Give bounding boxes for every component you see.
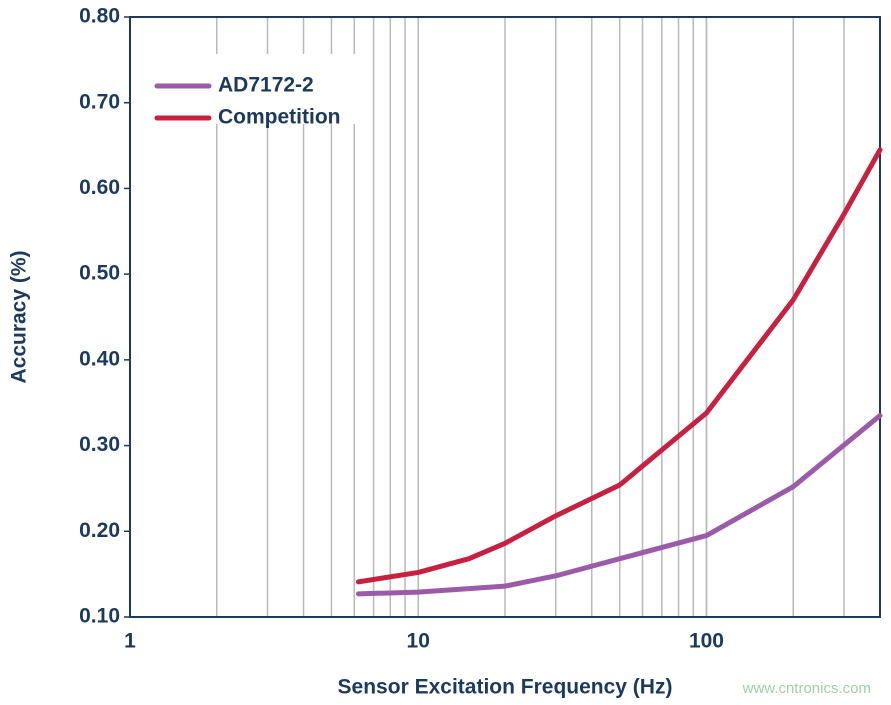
x-axis-title: Sensor Excitation Frequency (Hz) xyxy=(338,676,673,699)
legend-label: Competition xyxy=(218,106,340,129)
line-series xyxy=(355,147,883,585)
y-tick-label: 0.70 xyxy=(79,90,120,113)
x-tick-label: 1 xyxy=(124,630,136,653)
y-tick-label: 0.40 xyxy=(79,347,120,370)
watermark: www.cntronics.com xyxy=(742,680,871,697)
x-tick-label: 100 xyxy=(689,630,724,653)
y-tick-label: 0.60 xyxy=(79,176,120,199)
y-tick-label: 0.80 xyxy=(79,5,120,28)
x-tick-label: 10 xyxy=(407,630,430,653)
y-tick-label: 0.20 xyxy=(79,519,120,542)
line-series xyxy=(355,413,883,597)
legend-label: AD7172-2 xyxy=(218,74,314,97)
y-tick-label: 0.30 xyxy=(79,433,120,456)
y-tick-label: 0.50 xyxy=(79,262,120,285)
y-axis-title: Accuracy (%) xyxy=(8,250,31,383)
plot-frame xyxy=(129,16,881,618)
legend-box xyxy=(141,54,363,124)
y-tick-label: 0.10 xyxy=(79,605,120,628)
